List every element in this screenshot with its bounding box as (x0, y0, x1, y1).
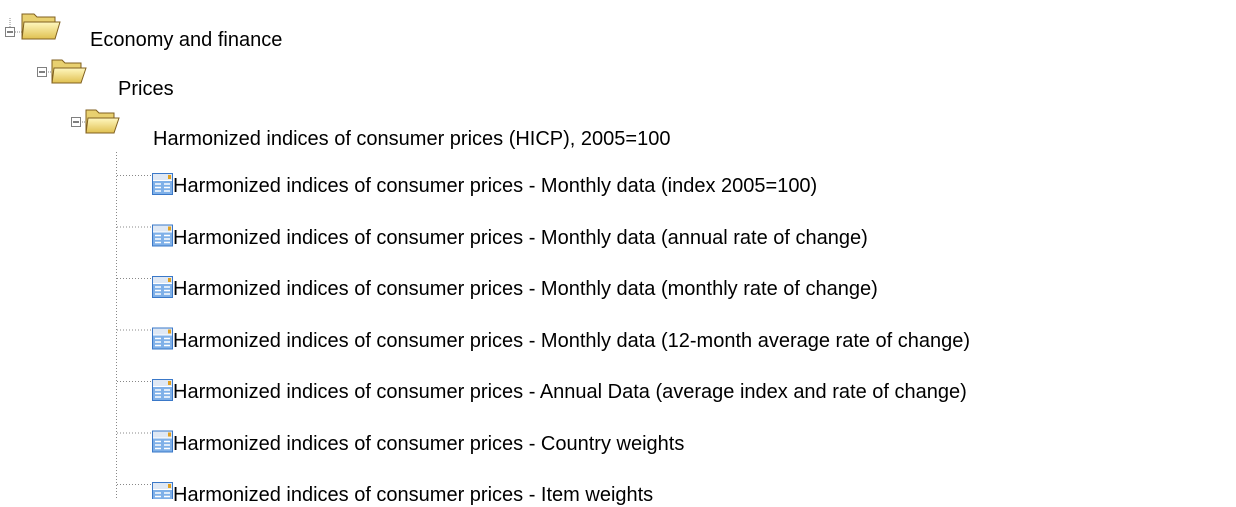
leaf-label[interactable]: Harmonized indices of consumer prices - … (173, 278, 878, 300)
icon-dot (168, 226, 171, 231)
table-icon (152, 327, 173, 350)
leaf-label[interactable]: Harmonized indices of consumer prices - … (173, 175, 818, 197)
icon-header (153, 225, 172, 232)
icon-header (153, 277, 172, 283)
icon-header (153, 328, 172, 335)
leaf-label[interactable]: Harmonized indices of consumer prices - … (173, 226, 868, 249)
folder-icon (51, 59, 87, 84)
leaf-label[interactable]: Harmonized indices of consumer prices - … (173, 484, 654, 506)
node-label[interactable]: Economy and finance (90, 29, 283, 51)
icon-header (153, 483, 172, 489)
icon-dot (168, 175, 171, 179)
icon-dot (168, 432, 171, 437)
table-icon (152, 379, 173, 401)
icon-dot (168, 278, 171, 282)
table-icon (152, 224, 173, 247)
collapse-toggle[interactable] (37, 67, 47, 77)
icon-dot (168, 381, 171, 385)
icon-dot (168, 484, 171, 488)
collapse-toggle[interactable] (71, 117, 81, 127)
folder-icon (85, 109, 120, 134)
icon-header (153, 174, 172, 180)
leaf-label[interactable]: Harmonized indices of consumer prices - … (173, 329, 971, 352)
leaf-label[interactable]: Harmonized indices of consumer prices - … (173, 432, 685, 455)
node-label[interactable]: Prices (118, 78, 174, 100)
folder-icon (21, 13, 61, 40)
icon-body (153, 490, 172, 499)
icon-header (153, 431, 172, 438)
table-icon (152, 276, 173, 298)
leaf-label[interactable]: Harmonized indices of consumer prices - … (173, 381, 967, 403)
icon-dot (168, 329, 171, 334)
table-icon (152, 173, 173, 195)
table-icon (152, 482, 173, 499)
node-label[interactable]: Harmonized indices of consumer prices (H… (153, 128, 671, 150)
icon-header (153, 380, 172, 386)
table-icon (152, 430, 173, 453)
collapse-toggle[interactable] (5, 27, 15, 37)
